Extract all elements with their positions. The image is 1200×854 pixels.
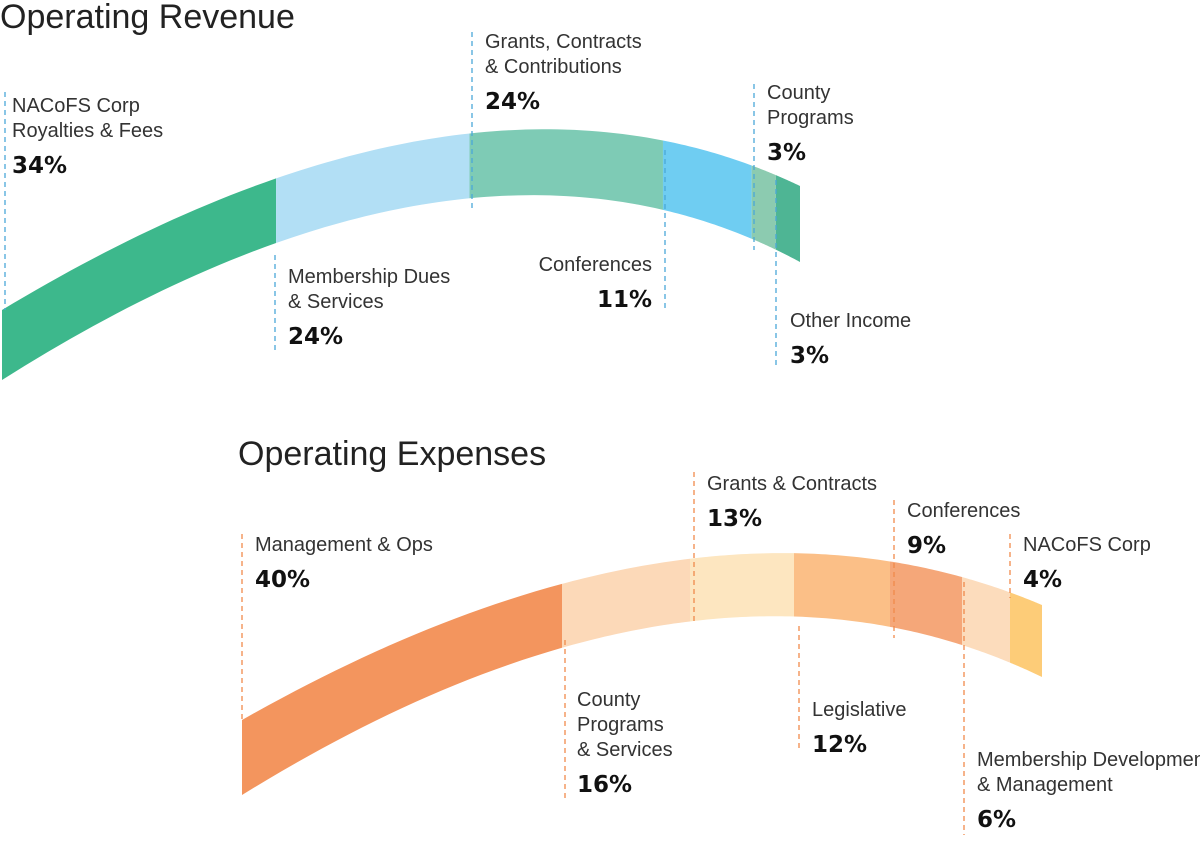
segment-percent: 6% bbox=[977, 807, 1016, 833]
arc-segment bbox=[1010, 592, 1042, 677]
arc-segment bbox=[775, 175, 800, 262]
segment-label: Conferences bbox=[539, 254, 652, 276]
segment-label: Legislative bbox=[812, 699, 907, 721]
segment-percent: 13% bbox=[707, 506, 762, 532]
segment-label: County bbox=[767, 82, 830, 104]
segment-percent: 24% bbox=[288, 324, 343, 350]
segment-label: & Contributions bbox=[485, 56, 622, 78]
segment-percent: 3% bbox=[790, 343, 829, 369]
segment-percent: 24% bbox=[485, 89, 540, 115]
segment-label: & Services bbox=[577, 739, 673, 761]
segment-percent: 4% bbox=[1023, 567, 1062, 593]
chart-title: Operating Expenses bbox=[238, 435, 546, 473]
segment-label: Grants, Contracts bbox=[485, 31, 642, 53]
segment-label: & Services bbox=[288, 291, 384, 313]
arc-segment bbox=[751, 165, 776, 250]
arc-segment bbox=[690, 553, 794, 622]
segment-label: Royalties & Fees bbox=[12, 120, 163, 142]
arc-chart-0: Operating Revenue NACoFS Corp Royalties & … bbox=[0, 0, 911, 380]
segment-percent: 40% bbox=[255, 567, 310, 593]
segment-label: Programs bbox=[767, 107, 854, 129]
segment-label: NACoFS Corp bbox=[1023, 534, 1151, 556]
segment-label: Membership Development bbox=[977, 749, 1200, 771]
segment-percent: 12% bbox=[812, 732, 867, 758]
segment-label: Conferences bbox=[907, 500, 1020, 522]
segment-label: & Management bbox=[977, 774, 1113, 796]
chart-title: Operating Revenue bbox=[0, 0, 295, 36]
arc-segment bbox=[662, 140, 752, 239]
arc-segment bbox=[242, 583, 562, 795]
segment-label: NACoFS Corp bbox=[12, 95, 140, 117]
segment-percent: 9% bbox=[907, 533, 946, 559]
arc-segment bbox=[469, 129, 663, 210]
segment-label: Other Income bbox=[790, 310, 911, 332]
segment-percent: 11% bbox=[597, 287, 652, 313]
segment-label: Programs bbox=[577, 714, 664, 736]
segment-label: Membership Dues bbox=[288, 266, 450, 288]
arc-segment bbox=[794, 553, 890, 627]
arc-segment bbox=[890, 561, 962, 646]
arc-segment bbox=[276, 133, 470, 244]
arc-segment bbox=[962, 577, 1010, 663]
arc-segment bbox=[2, 178, 277, 380]
segment-label: Management & Ops bbox=[255, 534, 433, 556]
segment-label: Grants & Contracts bbox=[707, 473, 877, 495]
arc-segment bbox=[562, 558, 690, 648]
segment-percent: 3% bbox=[767, 140, 806, 166]
arc-chart-1: Operating Expenses Management & Ops 40% Cou… bbox=[238, 435, 1200, 835]
segment-percent: 34% bbox=[12, 153, 67, 179]
segment-label: County bbox=[577, 689, 640, 711]
segment-percent: 16% bbox=[577, 772, 632, 798]
